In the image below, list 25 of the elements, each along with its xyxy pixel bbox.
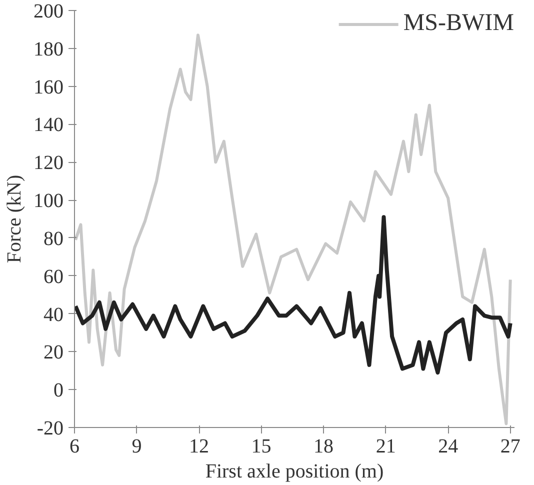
x-tick-label: 21: [376, 436, 396, 458]
y-tick-label: 0: [54, 380, 64, 402]
legend-label: MS-BWIM: [403, 10, 514, 37]
y-axis-title: Force (kN): [4, 174, 26, 264]
x-tick-label: 27: [500, 436, 520, 458]
y-tick-label: 20: [44, 342, 64, 364]
x-tick-label: 6: [70, 436, 80, 458]
x-tick-label: 12: [189, 436, 210, 458]
y-tick-label: 100: [34, 190, 64, 212]
y-tick-label: -20: [36, 418, 64, 440]
line-series: [74, 215, 512, 375]
y-tick-label: 120: [34, 152, 64, 174]
line-series: [74, 34, 512, 426]
y-tick-label: 40: [44, 304, 64, 326]
x-tick-label: 18: [314, 436, 334, 458]
y-tick-label: 140: [34, 114, 64, 136]
x-tick-label: 24: [438, 436, 458, 458]
y-tick-label: 180: [34, 38, 64, 60]
x-axis-title: First axle position (m): [205, 460, 384, 482]
y-tick-label: 160: [34, 76, 64, 98]
y-tick-label: 60: [44, 266, 64, 288]
x-tick-label: 15: [251, 436, 272, 458]
y-tick-label: 200: [34, 0, 64, 22]
y-tick-label: 80: [44, 228, 64, 250]
x-tick-label: 9: [132, 436, 142, 458]
